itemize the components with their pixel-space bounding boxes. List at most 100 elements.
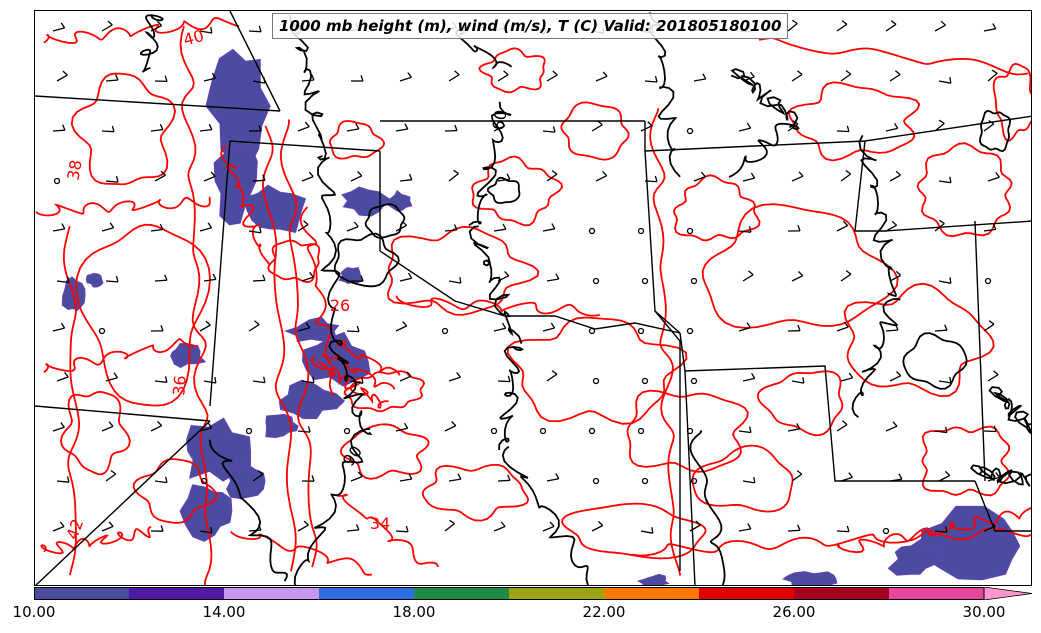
colorbar-tick-label: 10.00 xyxy=(12,603,56,621)
wind-barb-icon xyxy=(840,169,852,182)
calm-circle-icon xyxy=(686,327,694,335)
wind-barb-icon xyxy=(738,122,752,132)
colorbar-tick-label: 22.00 xyxy=(582,603,626,621)
precip-area xyxy=(278,379,346,420)
wind-barb-icon xyxy=(644,175,658,183)
wind-barb-icon xyxy=(497,173,511,182)
state-border xyxy=(644,115,1031,152)
wind-barb-icon xyxy=(56,371,69,382)
wind-barb-icon xyxy=(301,74,315,82)
height-contour-label: 60 xyxy=(488,108,510,131)
calm-circle-icon xyxy=(343,427,351,435)
temperature-contour xyxy=(756,370,844,437)
wind-barb-icon xyxy=(836,220,849,232)
wind-barb-icon xyxy=(150,325,164,332)
wind-barb-icon xyxy=(836,420,848,432)
wind-barb-icon xyxy=(938,470,951,482)
state-border xyxy=(35,420,211,585)
temperature-contour xyxy=(299,206,335,396)
colorbar-tick-label: 18.00 xyxy=(392,603,436,621)
temperature-contour xyxy=(649,108,682,576)
temperature-contours xyxy=(35,16,1031,585)
wind-barb-icon xyxy=(154,376,168,383)
colorbar-bin xyxy=(414,587,510,600)
wind-barb-icon xyxy=(787,423,801,432)
wind-barb-icon xyxy=(889,70,901,82)
wind-barb-icon xyxy=(101,125,115,133)
wind-barb-icon xyxy=(644,75,658,83)
height-contour xyxy=(468,101,512,226)
wind-barb-icon xyxy=(101,421,114,432)
wind-barb-icon xyxy=(203,273,217,282)
wind-barb-icon xyxy=(346,123,360,132)
temperature-contour xyxy=(691,444,794,513)
temperature-contour xyxy=(421,464,530,522)
calm-circle-icon xyxy=(641,277,649,285)
wind-barb-icon xyxy=(546,370,558,382)
calm-circle-icon xyxy=(592,377,600,385)
calm-circle-icon xyxy=(588,327,596,335)
wind-barb-icon xyxy=(983,320,995,332)
calm-circle-icon xyxy=(98,327,106,335)
temperature-contour xyxy=(179,25,213,585)
wind-barb-icon xyxy=(938,277,952,284)
wind-barb-icon xyxy=(199,222,213,232)
precip-area xyxy=(265,413,299,439)
wind-barb-icon xyxy=(934,324,948,332)
wind-barb-icon xyxy=(983,119,995,132)
wind-barb-icon xyxy=(738,426,752,434)
wind-barb-icon xyxy=(52,521,65,532)
wind-barb-icon xyxy=(934,526,948,533)
precip-area xyxy=(226,462,266,500)
colorbar-outline xyxy=(34,587,985,600)
height-contour xyxy=(364,203,406,239)
temperature-contour xyxy=(75,223,212,407)
state-border xyxy=(974,480,1031,532)
wind-barb-icon xyxy=(889,170,901,182)
wind-barb-icon xyxy=(546,273,560,282)
map-title: 1000 mb height (m), wind (m/s), T (C) Va… xyxy=(272,13,789,39)
calm-circle-icon xyxy=(690,477,698,485)
wind-barb-icon xyxy=(399,72,412,82)
precip-area xyxy=(636,573,670,585)
wind-barb-icon xyxy=(105,176,119,183)
calm-circle-icon xyxy=(686,427,694,435)
temperature-contour xyxy=(395,295,600,317)
wind-barb-icon xyxy=(150,123,164,132)
wind-barb-icon xyxy=(395,422,409,432)
temperature-contour-label: 26 xyxy=(330,296,350,315)
wind-barb-icon xyxy=(297,520,309,532)
wind-barb-icon xyxy=(542,126,556,133)
temperature-contour xyxy=(230,530,372,576)
wind-barb-icon xyxy=(297,220,309,232)
height-contour xyxy=(208,439,288,582)
height-contour xyxy=(317,156,343,347)
wind-barb-icon xyxy=(301,171,314,182)
wind-barb-icon xyxy=(448,277,462,284)
height-contour xyxy=(988,386,1031,435)
wind-barb-icon xyxy=(493,121,506,132)
wind-barb-icon xyxy=(787,324,801,332)
wind-barb-icon xyxy=(542,322,556,332)
wind-barb-icon xyxy=(56,276,70,284)
wind-barb-icon xyxy=(52,322,66,332)
precip-area xyxy=(170,342,207,368)
wind-barb-icon xyxy=(399,173,413,182)
height-contour xyxy=(498,345,524,451)
temperature-contour xyxy=(343,370,426,413)
wind-barb-icon xyxy=(248,25,262,33)
calm-circle-icon xyxy=(641,477,649,485)
height-contour xyxy=(501,445,589,585)
wind-barb-icon xyxy=(297,322,311,332)
wind-barb-icon xyxy=(199,26,213,34)
wind-barb-icon xyxy=(350,377,364,384)
map-panel: 40 38 36 42 26 34 60 90 xyxy=(34,10,1032,586)
wind-barb-icon xyxy=(497,375,511,383)
wind-barb-icon xyxy=(448,372,461,382)
wind-barb-icon xyxy=(395,220,408,232)
wind-barb-icon xyxy=(248,524,262,532)
calm-circle-icon xyxy=(686,127,694,135)
wind-barb-icon xyxy=(742,372,756,382)
precip-area xyxy=(341,186,394,217)
temperature-contour xyxy=(560,101,630,161)
